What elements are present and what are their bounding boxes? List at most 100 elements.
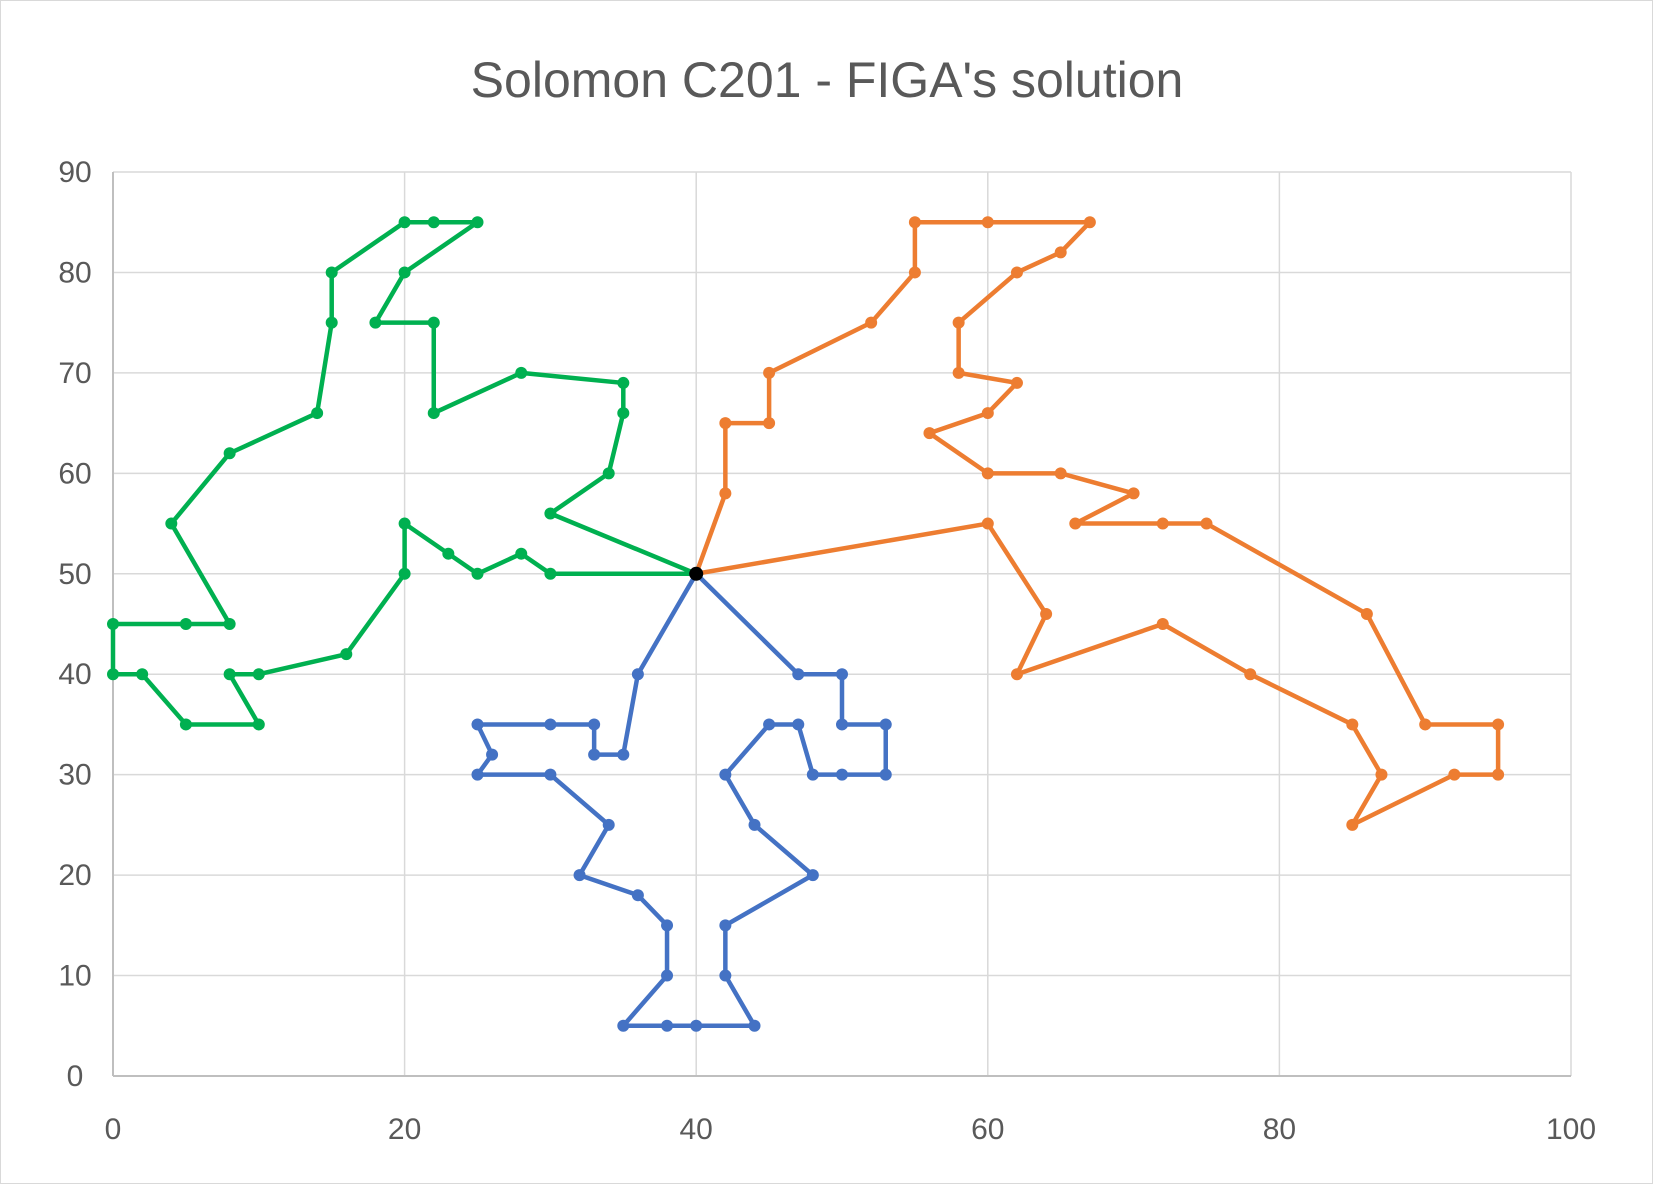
x-tick-label: 40 [680, 1113, 713, 1146]
route-point [1156, 618, 1169, 630]
y-tick-label: 90 [58, 156, 91, 189]
route-point [981, 517, 994, 530]
route-point [340, 648, 353, 661]
route-point [471, 718, 484, 731]
route-point [544, 507, 557, 520]
x-tick-label: 60 [971, 1113, 1004, 1146]
route-point [981, 407, 994, 420]
route-point [792, 718, 805, 731]
route-point [573, 869, 586, 882]
route-point [836, 668, 848, 681]
route-point [107, 618, 119, 630]
route-point [325, 266, 338, 279]
chart-title: Solomon C201 - FIGA's solution [471, 52, 1184, 108]
route-point [908, 266, 921, 279]
route-point [690, 1019, 703, 1032]
route-series-3 [471, 567, 892, 1032]
route-point [427, 216, 440, 229]
route-point [748, 1019, 761, 1032]
route-point [1419, 718, 1432, 731]
route-point [806, 869, 819, 882]
route-point [544, 567, 557, 580]
route-point [588, 718, 601, 731]
route-point [442, 547, 455, 560]
route-point [1346, 718, 1359, 731]
route-point [1069, 517, 1082, 530]
route-point [1054, 467, 1067, 480]
route-point [1375, 768, 1388, 781]
route-point [223, 447, 236, 460]
depot-point [689, 566, 704, 581]
route-point [719, 417, 732, 430]
route-point [369, 316, 382, 329]
route-point [952, 316, 965, 329]
y-tick-label: 30 [58, 759, 91, 792]
y-tick-label: 10 [58, 960, 91, 993]
route-point [1040, 607, 1053, 620]
route-point [136, 668, 149, 681]
route-point [1010, 376, 1023, 389]
route-point [1200, 517, 1213, 530]
x-tick-label: 80 [1263, 1113, 1296, 1146]
route-point [325, 316, 338, 329]
route-point [471, 216, 484, 229]
route-point [427, 316, 440, 329]
route-point [1492, 718, 1505, 731]
route-point [179, 618, 192, 630]
route-point [719, 969, 732, 982]
route-point [981, 216, 994, 229]
route-point [865, 316, 878, 329]
route-point [1156, 517, 1169, 530]
y-tick-label: 70 [58, 357, 91, 390]
route-point [806, 768, 819, 781]
route-point [719, 919, 732, 932]
route-point [836, 718, 848, 731]
route-point [515, 547, 528, 560]
route-point [544, 768, 557, 781]
y-tick-label: 80 [58, 256, 91, 289]
route-point [223, 618, 236, 630]
route-point [763, 417, 776, 430]
route-point [1010, 668, 1023, 681]
route-point [602, 467, 615, 480]
route-point [631, 668, 644, 681]
route-point [1448, 768, 1461, 781]
route-point [1054, 246, 1067, 259]
x-tick-label: 20 [388, 1113, 421, 1146]
route-point [879, 718, 892, 731]
route-point [1346, 818, 1359, 831]
route-point [617, 1019, 630, 1032]
route-point [879, 768, 892, 781]
route-point [223, 668, 236, 681]
x-tick-label: 100 [1546, 1113, 1596, 1146]
tick-labels: 0 10 20 30 40 50 60 70 80 90 0 20 40 60 80 100 [58, 156, 1596, 1146]
x-tick-label: 0 [105, 1113, 122, 1146]
y-tick-label: 0 [67, 1060, 84, 1093]
route-line [475, 572, 888, 1029]
route-point [719, 768, 732, 781]
plot-series [107, 216, 1505, 1032]
route-series-2 [690, 216, 1505, 831]
y-tick-label: 20 [58, 859, 91, 892]
route-point [617, 376, 630, 389]
route-point [908, 216, 921, 229]
route-point [617, 748, 630, 761]
route-point [661, 1019, 674, 1032]
route-point [1127, 487, 1140, 500]
route-point [1492, 768, 1505, 781]
route-point [311, 407, 324, 420]
route-point [165, 517, 178, 530]
route-point [631, 889, 644, 902]
route-point [836, 768, 848, 781]
route-point [661, 969, 674, 982]
route-point [617, 407, 630, 420]
route-point [952, 366, 965, 379]
route-point [398, 567, 411, 580]
route-point [719, 487, 732, 500]
route-point [763, 718, 776, 731]
route-point [661, 919, 674, 932]
y-tick-label: 60 [58, 457, 91, 490]
route-point [748, 818, 761, 831]
